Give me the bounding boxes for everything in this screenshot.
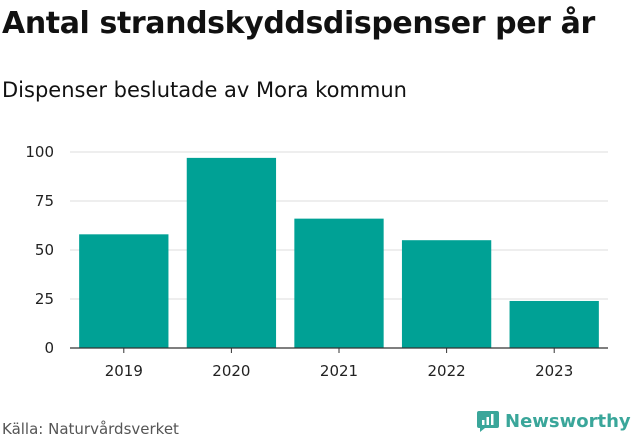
- bar-2022: [401, 240, 492, 348]
- axes: 0 25 50 75 100 2019 2020 2021 2022 2023: [25, 143, 608, 380]
- x-tick-label: 2021: [320, 362, 358, 380]
- bars: [79, 157, 599, 348]
- y-tick-label: 25: [35, 290, 54, 308]
- y-tick-label: 0: [44, 339, 54, 357]
- brand-logo: Newsworthy: [476, 409, 631, 433]
- brand-name: Newsworthy: [505, 410, 631, 432]
- chart-subtitle: Dispenser beslutade av Mora kommun: [2, 78, 407, 102]
- bar-2020: [186, 157, 277, 348]
- source-note: Källa: Naturvårdsverket: [2, 420, 179, 438]
- y-tick-label: 50: [35, 241, 54, 259]
- bar-2019: [79, 234, 169, 348]
- bar-chart: 0 25 50 75 100 2019 2020 2021 2022 2023: [25, 143, 608, 380]
- newsworthy-logo-icon: [477, 411, 499, 432]
- y-tick-label: 100: [25, 143, 54, 161]
- x-tick-label: 2019: [105, 362, 143, 380]
- x-tick-label: 2023: [535, 362, 573, 380]
- bar-2023: [509, 300, 599, 348]
- y-tick-label: 75: [35, 192, 54, 210]
- x-tick-label: 2020: [212, 362, 250, 380]
- bar-2021: [294, 218, 384, 348]
- chart-title: Antal strandskyddsdispenser per år: [2, 6, 595, 41]
- x-tick-label: 2022: [428, 362, 466, 380]
